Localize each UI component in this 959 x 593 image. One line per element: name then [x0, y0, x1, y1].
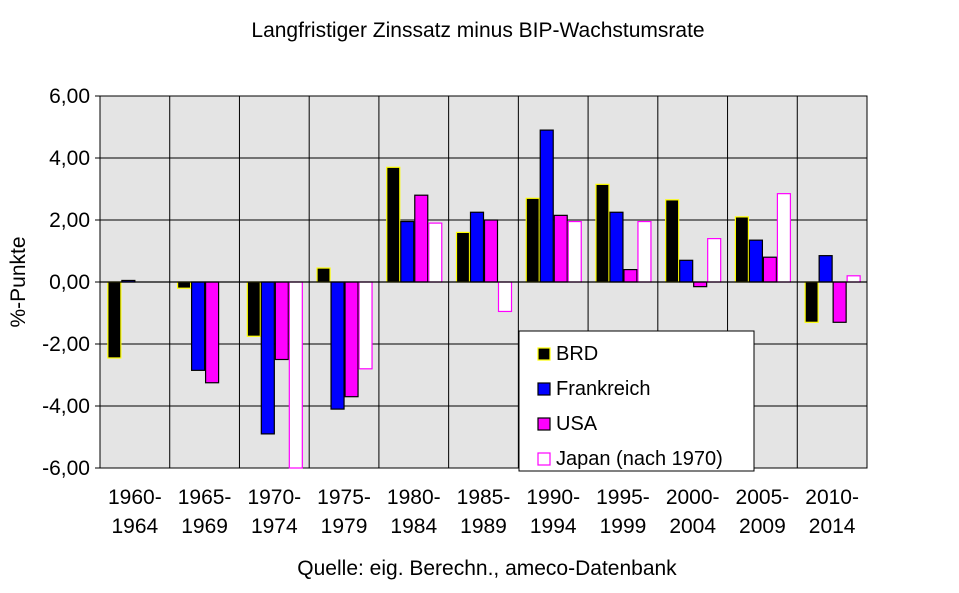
legend-label: BRD [556, 343, 598, 365]
x-axis-ticks: 1960- 1964 1965- 1969 1970- 1974 1975- 1979 1980… [108, 486, 859, 538]
bar-japan [497, 281, 513, 313]
bar-usa [483, 219, 499, 283]
x-tick-label: 1999 [600, 515, 647, 538]
y-axis-ticks: 6,00 4,00 2,00 0,00 -2,00 -4,00 -6,00 [42, 85, 100, 480]
x-tick-label: 1984 [390, 515, 437, 538]
bar-usa [832, 281, 847, 323]
bar-brd [316, 267, 331, 283]
y-tick-label: 4,00 [49, 147, 90, 170]
y-tick-label: -2,00 [42, 333, 90, 356]
bar-usa [623, 269, 638, 283]
bar-brd [525, 197, 540, 283]
bar-frankreich [469, 211, 485, 283]
legend-swatch [537, 452, 551, 466]
source-note: Quelle: eig. Berechn., ameco-Datenbank [297, 557, 677, 580]
legend-box [518, 330, 755, 472]
bar-brd [386, 166, 401, 283]
bar-frankreich [190, 281, 206, 371]
bar-brd [246, 281, 261, 337]
legend-label: Japan (nach 1970) [556, 448, 723, 470]
bar-brd [804, 281, 819, 323]
y-axis-label: %-Punkte [7, 236, 30, 327]
x-tick-label: 1994 [530, 515, 577, 538]
x-tick-label: 1960- [108, 486, 162, 509]
bar-brd [734, 216, 750, 283]
bar-usa [693, 281, 708, 288]
bar-frankreich [400, 220, 415, 283]
bar-usa [414, 194, 429, 283]
x-tick-label: 1974 [251, 515, 298, 538]
x-tick-label: 1995- [596, 486, 650, 509]
legend-swatch [537, 347, 551, 361]
legend-label: USA [556, 413, 598, 435]
bar-japan [567, 220, 582, 283]
x-tick-label: 2010- [805, 486, 859, 509]
x-tick-label: 1989 [460, 515, 507, 538]
x-tick-label: 2004 [669, 515, 716, 538]
bar-frankreich [748, 239, 764, 283]
bar-japan [358, 281, 373, 370]
y-tick-label: 0,00 [49, 271, 90, 294]
y-tick-label: 6,00 [49, 85, 90, 108]
bar-frankreich [539, 129, 554, 283]
bar-japan [288, 281, 303, 469]
bars [107, 129, 861, 469]
bar-brd [595, 183, 610, 283]
y-tick-label: -4,00 [42, 395, 90, 418]
bar-usa [274, 281, 289, 361]
legend: BRD Frankreich USA Japan (nach 1970) [518, 330, 755, 472]
y-tick-label: 2,00 [49, 209, 90, 232]
legend-swatch [537, 417, 551, 431]
x-tick-label: 1990- [526, 486, 580, 509]
bar-japan [707, 238, 722, 283]
x-tick-label: 1965- [178, 486, 232, 509]
bar-brd [176, 281, 192, 289]
bar-usa [553, 214, 568, 283]
bar-frankreich [609, 211, 624, 283]
x-tick-label: 1969 [181, 515, 228, 538]
y-tick-label: -6,00 [42, 457, 90, 480]
bar-frankreich [679, 259, 694, 283]
bar-usa [344, 281, 359, 398]
bar-brd [665, 199, 680, 283]
bar-brd [107, 281, 122, 359]
x-tick-label: 1964 [112, 515, 159, 538]
x-tick-label: 1970- [247, 486, 301, 509]
x-tick-label: 2009 [739, 515, 786, 538]
bar-frankreich [330, 281, 345, 410]
bar-usa [762, 256, 778, 283]
bar-frankreich [818, 255, 833, 283]
x-tick-label: 1975- [317, 486, 371, 509]
legend-swatch [537, 382, 551, 396]
bar-japan [846, 275, 861, 283]
x-tick-label: 1979 [321, 515, 368, 538]
x-tick-label: 2014 [809, 515, 856, 538]
x-tick-label: 2000- [666, 486, 720, 509]
bar-japan [637, 220, 652, 283]
x-tick-label: 1985- [457, 486, 511, 509]
x-tick-label: 2005- [736, 486, 790, 509]
bar-japan [428, 222, 443, 283]
legend-label: Frankreich [556, 378, 650, 400]
bar-frankreich [260, 281, 275, 435]
x-tick-label: 1980- [387, 486, 441, 509]
bar-brd [455, 231, 471, 283]
bar-japan [776, 193, 792, 283]
bar-usa [204, 281, 220, 384]
chart-title: Langfristiger Zinssatz minus BIP-Wachstu… [251, 19, 704, 42]
